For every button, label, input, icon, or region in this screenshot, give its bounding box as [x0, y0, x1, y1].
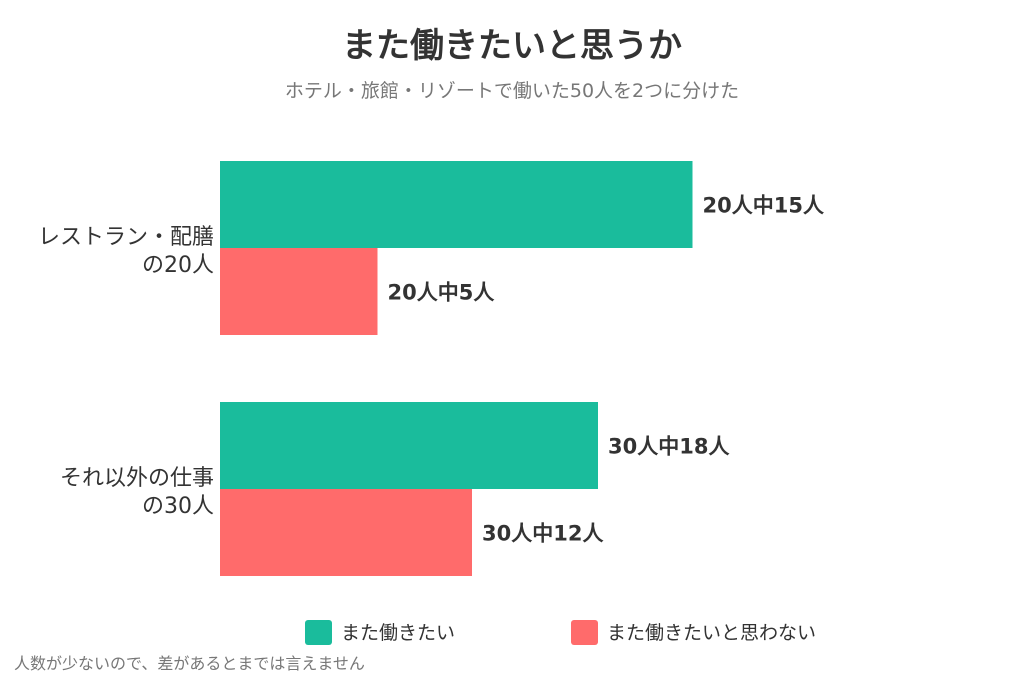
category-label: レストラン・配膳	[38, 225, 214, 250]
legend-label: また働きたいと思わない	[607, 622, 816, 644]
data-label: 20人中5人	[388, 281, 495, 305]
bar	[220, 248, 378, 335]
legend-swatch	[571, 620, 598, 645]
footnote: 人数が少ないので、差があるとまでは言えません	[14, 654, 365, 673]
legend-label: また働きたい	[341, 622, 455, 644]
category-label: の20人	[142, 253, 214, 278]
bar	[220, 161, 693, 248]
category-label: それ以外の仕事	[60, 466, 214, 491]
bar	[220, 489, 472, 576]
category-label: の30人	[142, 494, 214, 519]
data-label: 30人中18人	[608, 435, 729, 459]
chart-subtitle: ホテル・旅館・リゾートで働いた50人を2つに分けた	[284, 80, 740, 102]
bar	[220, 402, 598, 489]
data-label: 20人中15人	[703, 194, 824, 218]
legend-swatch	[305, 620, 332, 645]
data-label: 30人中12人	[482, 522, 603, 546]
chart-title: また働きたいと思うか	[342, 26, 682, 66]
